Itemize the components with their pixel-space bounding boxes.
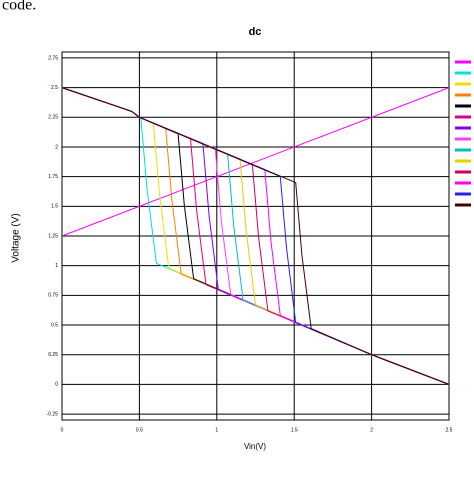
- y-tick-label: 2.75: [48, 55, 58, 61]
- y-tick-label: 1.75: [48, 174, 58, 180]
- y-tick-label: -0.25: [47, 411, 59, 417]
- y-tick-label: 0.25: [48, 352, 58, 358]
- x-tick-label: 0: [61, 427, 64, 433]
- y-tick-label: 2.25: [48, 115, 58, 121]
- x-tick-label: 2.5: [446, 427, 453, 433]
- y-axis-label: Voltage (V): [11, 213, 22, 262]
- y-tick-label: 1.25: [48, 233, 58, 239]
- x-tick-label: 0.5: [136, 427, 143, 433]
- x-tick-label: 2: [370, 427, 373, 433]
- chart-title: dc: [249, 26, 262, 38]
- x-tick-label: 1.5: [291, 427, 298, 433]
- y-tick-label: 1.5: [51, 204, 58, 210]
- y-tick-label: 0: [55, 382, 58, 388]
- x-tick-label: 1: [215, 427, 218, 433]
- y-tick-label: 2.5: [51, 85, 58, 91]
- series-line: [61, 87, 450, 385]
- series-line: [61, 87, 450, 237]
- y-tick-label: 2: [55, 144, 58, 150]
- header-text: code.: [2, 0, 36, 14]
- y-tick-label: 1: [55, 263, 58, 269]
- x-axis-label: Vin(V): [244, 442, 266, 451]
- y-tick-label: 0.75: [48, 293, 58, 299]
- y-tick-label: 0.5: [51, 322, 58, 328]
